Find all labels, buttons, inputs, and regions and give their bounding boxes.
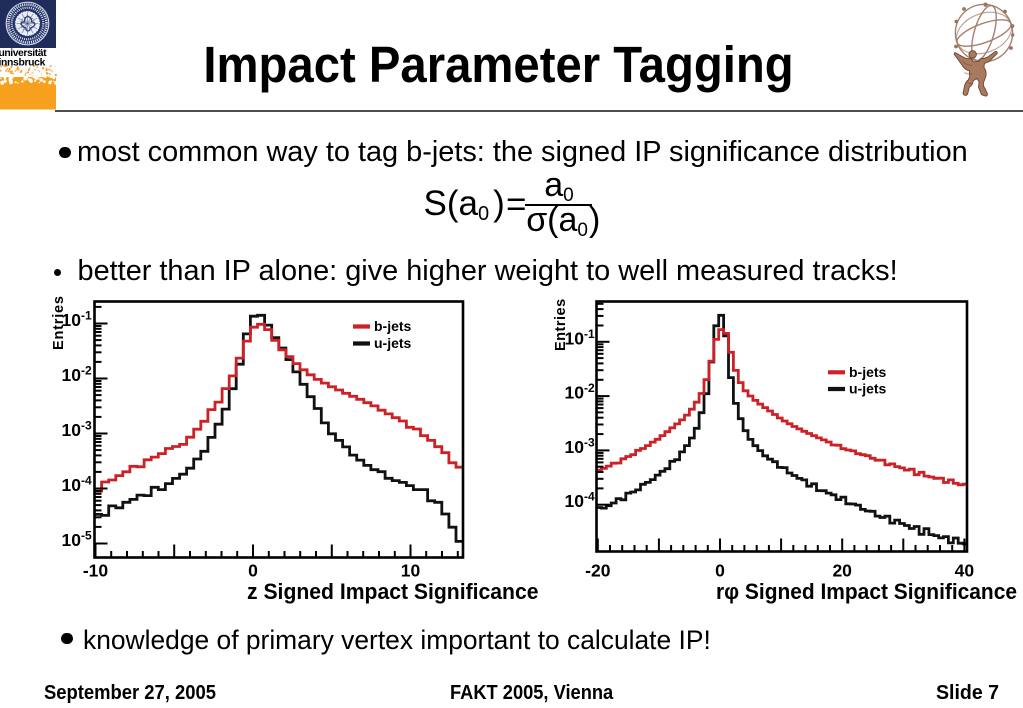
svg-text:Entries: Entries (553, 298, 569, 351)
svg-text:0: 0 (715, 561, 725, 581)
svg-text:10: 10 (565, 383, 585, 403)
svg-text:Entries: Entries (51, 295, 67, 350)
svg-text:10: 10 (62, 420, 82, 440)
svg-text:innsbruck: innsbruck (0, 57, 46, 68)
svg-text:rφ Signed Impact Significance: rφ Signed Impact Significance (716, 579, 1017, 604)
svg-text:b-jets: b-jets (374, 318, 412, 334)
svg-text:-2: -2 (584, 381, 595, 395)
svg-text:u-jets: u-jets (849, 381, 887, 397)
svg-text:b-jets: b-jets (849, 364, 887, 380)
svg-text:-1: -1 (584, 327, 595, 341)
svg-text:0: 0 (248, 561, 258, 581)
svg-text:10: 10 (62, 475, 82, 495)
svg-text:-10: -10 (83, 561, 109, 581)
svg-text:10: 10 (565, 437, 585, 457)
svg-text:20: 20 (832, 561, 852, 581)
svg-text:10: 10 (62, 530, 82, 550)
svg-text:-2: -2 (81, 364, 92, 378)
svg-text:10: 10 (62, 365, 82, 385)
svg-text:-3: -3 (584, 435, 595, 449)
svg-text:-5: -5 (81, 529, 92, 543)
svg-text:10: 10 (565, 491, 585, 511)
svg-text:z Signed Impact Significance: z Signed Impact Significance (247, 579, 539, 604)
svg-text:-4: -4 (81, 474, 92, 488)
svg-text:40: 40 (955, 561, 975, 581)
svg-text:10: 10 (401, 561, 421, 581)
svg-text:universität: universität (0, 48, 47, 59)
svg-text:-1: -1 (81, 309, 92, 323)
svg-text:-20: -20 (585, 561, 611, 581)
svg-text:-3: -3 (81, 419, 92, 433)
svg-text:10: 10 (565, 328, 585, 348)
svg-text:u-jets: u-jets (374, 335, 412, 351)
svg-text:-4: -4 (584, 490, 595, 504)
svg-text:10: 10 (62, 310, 82, 330)
